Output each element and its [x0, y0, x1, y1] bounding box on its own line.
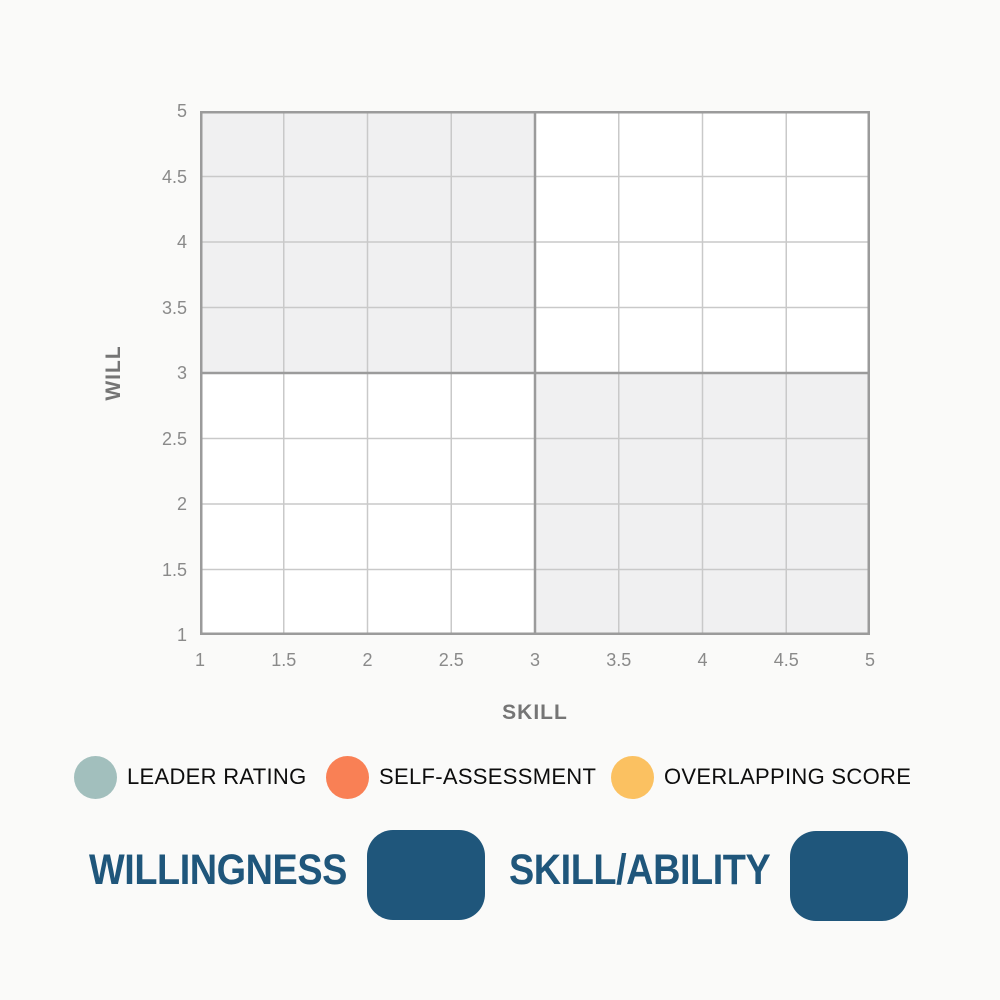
y-tick: 3 [176, 363, 187, 383]
plot-border [200, 111, 870, 635]
leader-rating-dot-icon [74, 755, 117, 799]
legend-label: LEADER RATING [127, 764, 307, 789]
overlapping-score-dot-icon [611, 755, 654, 799]
legend-label: SELF-ASSESSMENT [379, 764, 597, 789]
x-tick: 2.5 [438, 650, 464, 670]
y-tick: 1.5 [161, 559, 187, 580]
skill-ability-score-label: SKILL/ABILITY [509, 846, 771, 894]
legend-item-overlapping-score: OVERLAPPING SCORE [611, 755, 911, 799]
x-tick: 5 [864, 650, 875, 670]
chart-grid [200, 111, 870, 635]
x-axis-title: SKILL [502, 701, 568, 724]
x-tick: 4 [697, 650, 708, 670]
y-tick: 1 [176, 625, 187, 645]
legend-label: OVERLAPPING SCORE [664, 764, 912, 789]
chart-plot-area [200, 111, 870, 635]
x-tick: 1.5 [271, 650, 297, 670]
x-tick: 4.5 [773, 650, 799, 670]
y-tick: 4.5 [161, 166, 187, 187]
legend-item-self-assessment: SELF-ASSESSMENT [326, 755, 596, 799]
y-tick: 4 [176, 232, 187, 252]
x-tick: 3.5 [606, 650, 632, 670]
self-assessment-dot-icon [326, 755, 369, 799]
willingness-score-label: WILLINGNESS [89, 846, 347, 894]
x-tick: 2 [362, 650, 373, 670]
y-tick: 2 [176, 494, 187, 514]
y-tick: 3.5 [161, 297, 187, 318]
y-tick: 5 [176, 101, 187, 121]
y-axis-title: WILL [102, 345, 125, 401]
willingness-score-box [367, 830, 485, 920]
y-tick: 2.5 [161, 428, 187, 449]
quadrant-midlines [200, 111, 870, 635]
x-tick: 3 [529, 650, 540, 670]
skill-ability-score-box [790, 831, 908, 921]
x-tick: 1 [194, 650, 205, 670]
legend-item-leader-rating: LEADER RATING [74, 755, 307, 799]
